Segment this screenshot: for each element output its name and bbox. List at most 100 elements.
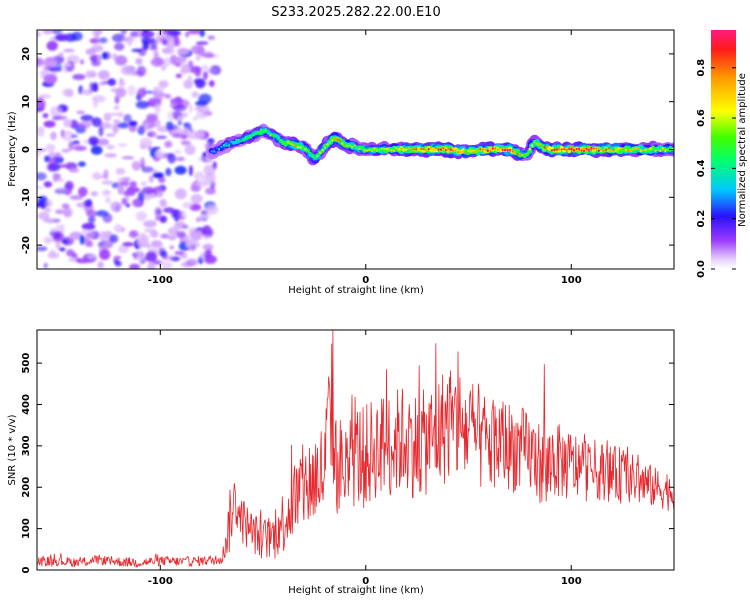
ridge-point	[479, 148, 482, 151]
spectrogram-xlabel: Height of straight line (km)	[288, 285, 424, 296]
noise-blob	[64, 33, 77, 42]
ridge-point	[336, 138, 339, 141]
ridge-point	[541, 146, 544, 149]
ridge-point	[501, 148, 504, 151]
noise-blob	[50, 106, 63, 117]
y-tick-label: 0	[21, 146, 32, 153]
noise-blob	[187, 30, 202, 35]
noise-blob	[68, 168, 80, 173]
snr-ticks: -100 0 100 0 100 200 300 400 500	[21, 330, 674, 587]
y-tick-label: 10	[21, 95, 32, 109]
noise-blob	[129, 181, 138, 188]
spectrogram-ridge	[205, 123, 674, 166]
ridge-point	[565, 148, 568, 152]
ridge-point	[368, 149, 371, 151]
noise-blob	[118, 244, 129, 254]
noise-blob	[174, 221, 186, 230]
noise-blob	[131, 187, 140, 193]
noise-blob	[138, 234, 150, 245]
ridge-point	[252, 134, 255, 137]
colorbar-tick-label: 0.6	[696, 109, 707, 127]
noise-blob	[85, 70, 97, 79]
noise-blob	[44, 207, 52, 213]
noise-blob	[164, 35, 175, 42]
noise-blob	[88, 215, 96, 224]
ridge-point	[373, 147, 376, 150]
ridge-point	[250, 135, 253, 139]
noise-blob	[205, 205, 219, 215]
noise-blob	[195, 78, 206, 89]
noise-blob	[91, 44, 104, 53]
ridge-point	[548, 148, 551, 151]
noise-blob	[43, 262, 48, 269]
spectrogram-noise-blobs	[37, 30, 221, 269]
ridge-point	[578, 147, 581, 151]
noise-blob	[80, 114, 94, 122]
ridge-point	[669, 149, 672, 152]
snr-frame	[36, 329, 675, 571]
snr-xlabel: Height of straight line (km)	[288, 585, 424, 596]
noise-blob	[77, 121, 92, 129]
ridge-point	[659, 149, 662, 152]
noise-blob	[188, 60, 194, 68]
noise-blob	[63, 118, 72, 128]
noise-blob	[130, 30, 139, 38]
ridge-point	[462, 150, 465, 153]
ridge-point	[592, 147, 596, 150]
noise-blob	[107, 112, 121, 116]
ridge-point	[422, 148, 425, 151]
ridge-point	[417, 147, 420, 150]
ridge-point	[358, 148, 361, 150]
noise-blob	[64, 162, 78, 170]
noise-blob	[196, 46, 206, 57]
x-tick-label: 0	[362, 576, 369, 587]
ridge-point	[242, 138, 245, 141]
ridge-point	[471, 149, 475, 153]
ridge-point	[449, 148, 452, 151]
noise-blob	[148, 97, 163, 103]
noise-blob	[121, 65, 135, 76]
ridge-point	[346, 145, 349, 147]
ridge-point	[427, 148, 430, 151]
noise-blob	[92, 171, 101, 181]
noise-blob	[122, 242, 134, 247]
noise-blob	[175, 231, 187, 238]
ridge-point	[397, 149, 402, 153]
noise-blob	[102, 213, 113, 223]
noise-blob	[109, 234, 119, 244]
noise-blob	[146, 189, 154, 194]
ridge-point	[412, 148, 415, 151]
ridge-point	[486, 149, 489, 153]
noise-blob	[195, 55, 201, 61]
noise-blob	[175, 55, 187, 65]
noise-blob	[66, 249, 75, 257]
noise-blob	[139, 137, 153, 148]
ridge-point	[324, 147, 327, 149]
ridge-point	[527, 148, 532, 154]
noise-blob	[44, 155, 51, 163]
noise-blob	[146, 167, 151, 171]
ridge-point	[644, 148, 647, 151]
noise-blob	[93, 99, 98, 109]
noise-blob	[201, 53, 215, 58]
ridge-point	[602, 149, 605, 152]
noise-blob	[169, 245, 174, 250]
noise-blob	[135, 211, 147, 222]
ridge-point	[531, 144, 534, 147]
noise-blob	[135, 100, 150, 109]
ridge-point	[407, 147, 410, 150]
noise-blob	[118, 80, 125, 87]
noise-blob	[94, 32, 100, 43]
noise-blob	[37, 148, 47, 152]
noise-blob	[198, 214, 210, 219]
noise-blob	[187, 75, 193, 82]
noise-blob	[97, 138, 110, 146]
ridge-point	[476, 150, 480, 153]
ridge-point	[605, 148, 608, 151]
ridge-point	[624, 148, 628, 152]
ridge-point	[507, 146, 513, 150]
noise-blob	[141, 37, 152, 45]
noise-blob	[194, 66, 202, 78]
noise-blob	[99, 81, 106, 86]
